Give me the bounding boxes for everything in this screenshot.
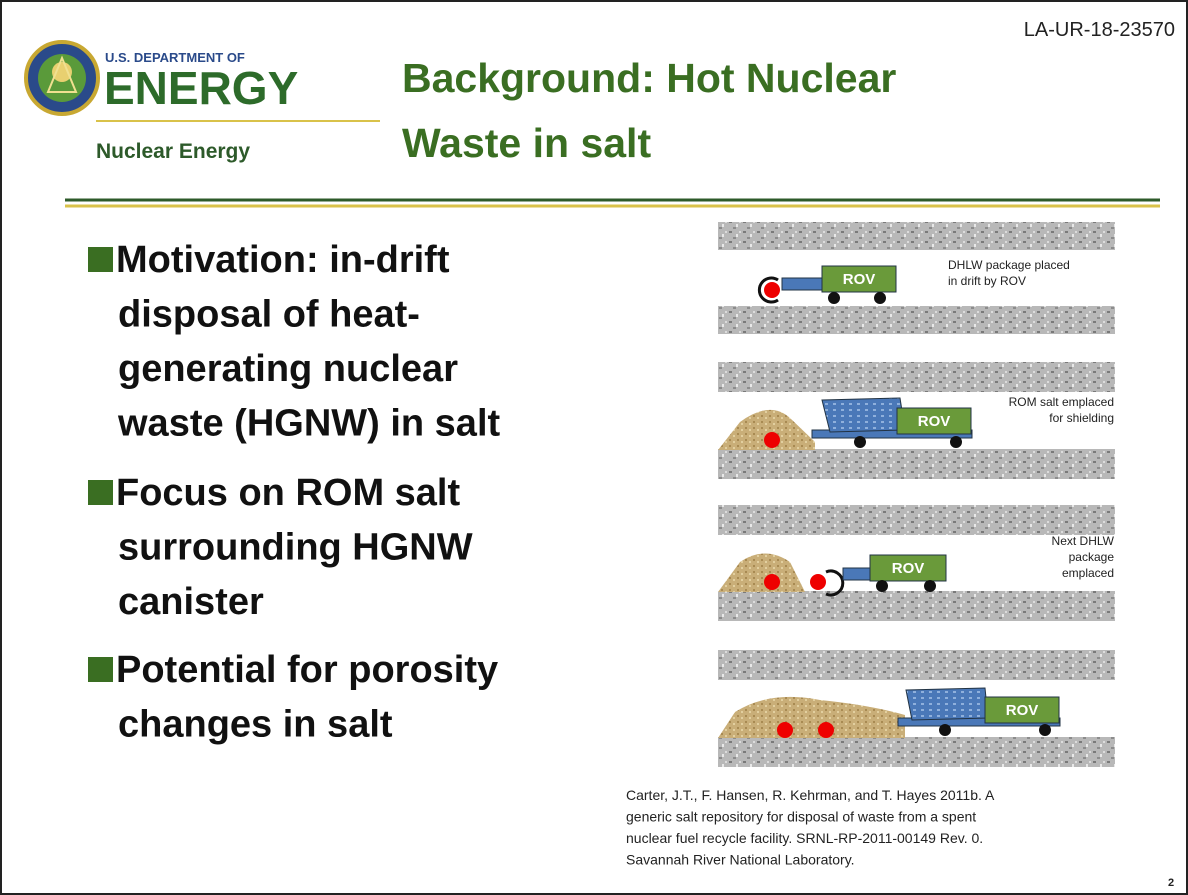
bullet-text: canister [118, 581, 264, 623]
title: Waste in salt [402, 120, 651, 166]
doe-logo [24, 40, 100, 116]
diagram [718, 222, 1115, 767]
citation-line: generic salt repository for disposal of … [626, 809, 976, 825]
panel-caption: ROM salt emplaced [1009, 395, 1114, 409]
bullet-text: generating nuclear [118, 348, 458, 390]
report-id: LA-UR-18-23570 [1024, 19, 1175, 41]
agency-line: U.S. DEPARTMENT OF [105, 50, 245, 65]
bullet-square [88, 657, 113, 682]
bullet-text: disposal of heat- [118, 294, 420, 336]
panel-caption: DHLW package placed [948, 258, 1070, 272]
title: Background: Hot Nuclear [402, 55, 896, 101]
vehicle-label: ROV [843, 271, 876, 288]
bullet-text: Focus on ROM salt [116, 472, 460, 514]
panel-caption: package [1069, 550, 1115, 564]
citation-line: nuclear fuel recycle facility. SRNL-RP-2… [626, 830, 983, 846]
bullet-text: waste (HGNW) in salt [117, 403, 500, 445]
bullet-text: surrounding HGNW [118, 527, 473, 569]
citation-line: Carter, J.T., F. Hansen, R. Kehrman, and… [626, 787, 995, 803]
page-number: 2 [1168, 877, 1174, 889]
panel-caption: emplaced [1062, 566, 1114, 580]
bullet-text: Motivation: in-drift [116, 239, 450, 281]
vehicle-label: ROV [1006, 702, 1039, 719]
vehicle-label: ROV [892, 560, 925, 577]
agency: ENERGY [104, 62, 298, 114]
panel-caption: for shielding [1049, 411, 1114, 425]
panel-caption: Next DHLW [1052, 534, 1115, 548]
bullet-square [88, 480, 113, 505]
office: Nuclear Energy [96, 140, 250, 163]
panel-caption: in drift by ROV [948, 274, 1026, 288]
bullet-square [88, 247, 113, 272]
bullet-text: Potential for porosity [116, 649, 498, 691]
vehicle-label: ROV [918, 413, 951, 430]
citation-line: Savannah River National Laboratory. [626, 852, 855, 868]
bullet-text: changes in salt [118, 704, 393, 746]
